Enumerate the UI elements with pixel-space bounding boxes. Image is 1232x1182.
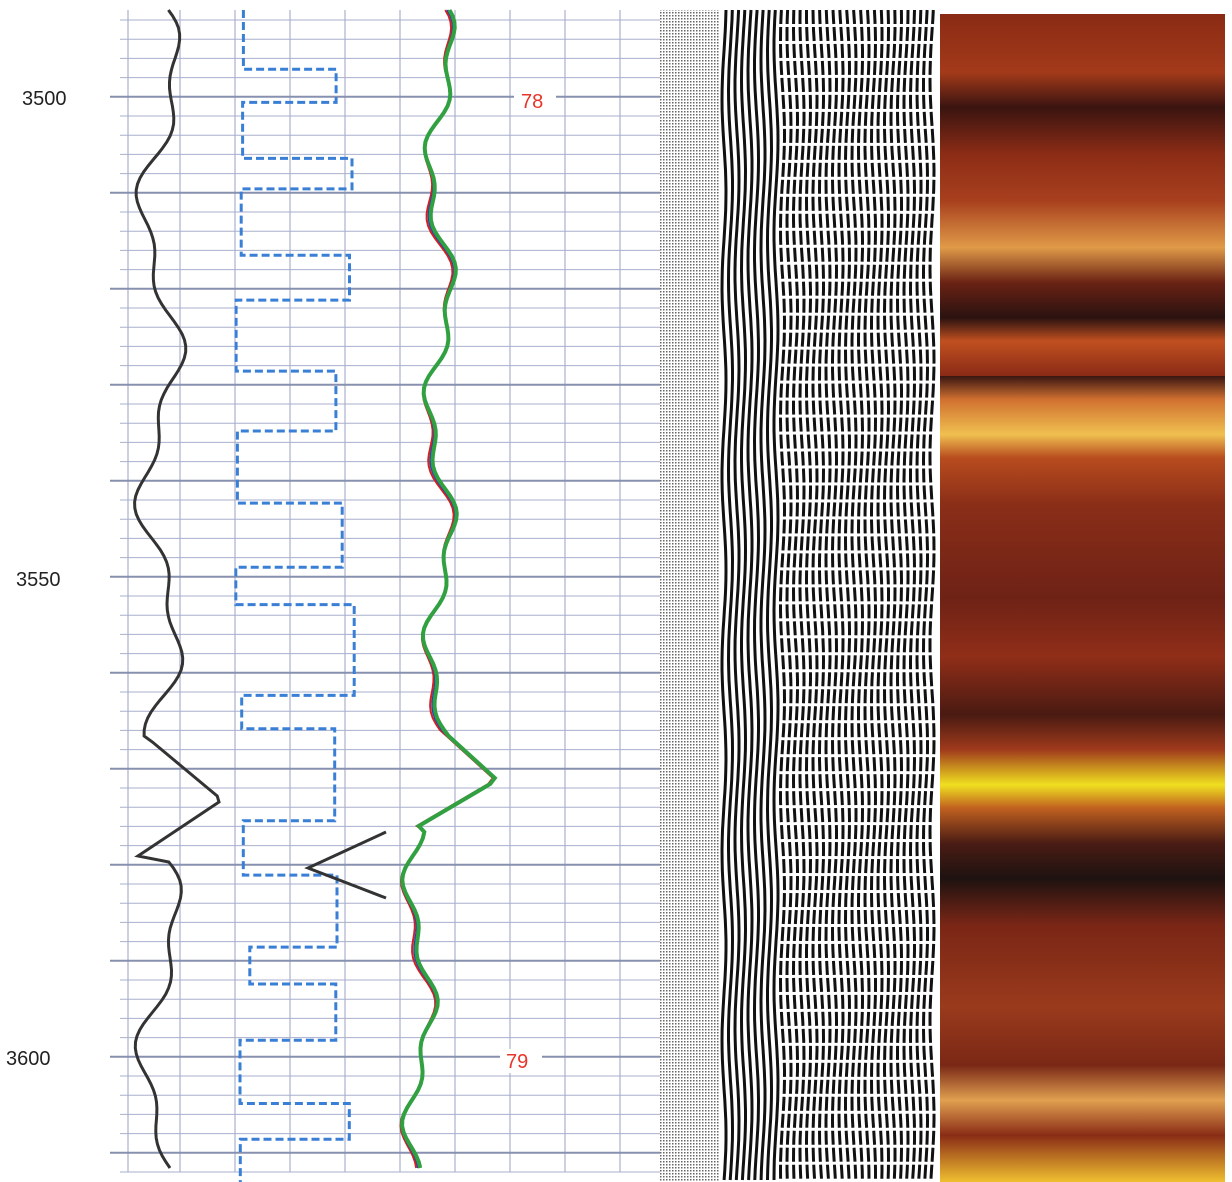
wiggle-trace	[915, 9, 923, 1181]
depth-label: 3550	[16, 569, 61, 591]
wiggle-trace	[739, 9, 748, 1181]
wiggle-track	[720, 9, 936, 1181]
wiggle-trace	[902, 9, 910, 1181]
wiggle-trace	[850, 9, 858, 1181]
blue-curve	[234, 10, 356, 1182]
wiggle-trace	[720, 9, 728, 1181]
gray-track	[660, 10, 720, 1182]
marker-bg	[514, 88, 556, 112]
image-track	[940, 14, 1225, 1182]
wiggle-trace	[804, 10, 813, 1181]
log-curves	[133, 9, 498, 1182]
wiggle-trace	[928, 9, 936, 1181]
depth-label: 3600	[6, 1048, 51, 1070]
wiggle-trace	[785, 9, 793, 1181]
wiggle-trace	[895, 9, 904, 1181]
wiggle-trace	[759, 9, 767, 1181]
spike	[304, 830, 387, 900]
log-grid	[110, 10, 671, 1173]
wiggle-trace	[752, 9, 761, 1181]
wiggle-trace	[733, 9, 741, 1181]
wiggle-trace	[869, 9, 878, 1180]
marker-label: 78	[521, 91, 543, 113]
depth-label: 3500	[22, 88, 67, 110]
wiggle-trace	[856, 9, 865, 1181]
log-curve	[400, 9, 498, 1169]
wiggle-trace	[811, 9, 819, 1181]
wiggle-trace	[921, 9, 930, 1181]
wiggle-trace	[863, 9, 871, 1181]
wiggle-trace	[824, 9, 832, 1181]
wiggle-trace	[830, 9, 839, 1181]
wiggle-trace	[882, 9, 891, 1181]
wiggle-trace	[843, 9, 852, 1181]
marker-bg	[500, 1049, 542, 1073]
wiggle-trace	[772, 9, 780, 1181]
wiggle-trace	[791, 9, 800, 1181]
marker-label: 79	[506, 1051, 528, 1073]
wiggle-trace	[726, 9, 735, 1181]
wiggle-trace	[876, 9, 884, 1181]
wiggle-trace	[889, 9, 897, 1181]
wiggle-trace	[765, 9, 774, 1181]
wiggle-trace	[778, 9, 787, 1181]
black-curve	[133, 9, 221, 1169]
wiggle-trace	[817, 9, 826, 1181]
wiggle-trace	[837, 9, 845, 1181]
wiggle-trace	[746, 9, 754, 1181]
wiggle-trace	[908, 9, 917, 1181]
wiggle-trace	[798, 9, 806, 1181]
